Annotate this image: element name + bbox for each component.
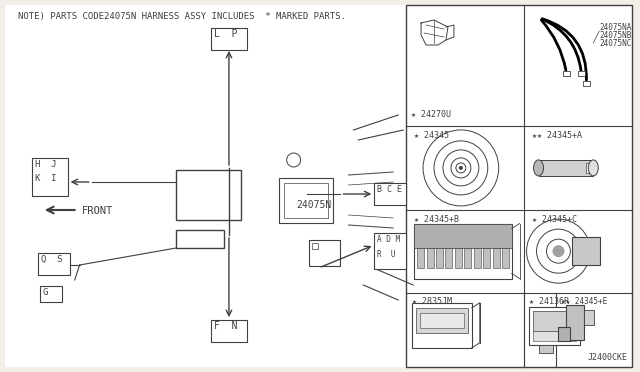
Bar [532, 311, 577, 331]
Bar [209, 199, 220, 208]
Text: ★★ 24345+E: ★★ 24345+E [561, 297, 607, 306]
Bar [209, 175, 220, 184]
Bar [406, 5, 632, 367]
Text: ★★ 24345+A: ★★ 24345+A [532, 131, 582, 140]
Bar [181, 175, 192, 184]
Bar [195, 235, 206, 244]
Bar [414, 224, 511, 248]
Bar [414, 224, 511, 279]
Bar [195, 175, 206, 184]
Bar [538, 160, 593, 176]
Text: G: G [43, 288, 48, 297]
Bar [312, 243, 317, 249]
Bar [502, 248, 509, 267]
Bar [209, 235, 220, 244]
Bar [32, 158, 68, 196]
Bar [584, 310, 594, 325]
Bar [223, 187, 234, 196]
Text: ★ 24136R: ★ 24136R [529, 297, 568, 306]
Text: Q  S: Q S [41, 255, 62, 264]
Text: ★ 24345+C: ★ 24345+C [532, 215, 577, 224]
Circle shape [552, 245, 564, 257]
Bar [572, 237, 600, 265]
Bar [483, 248, 490, 267]
Text: L  P: L P [214, 29, 237, 39]
Text: F  N: F N [214, 321, 237, 331]
Text: NOTE) PARTS CODE24075N HARNESS ASSY INCLUDES  * MARKED PARTS.: NOTE) PARTS CODE24075N HARNESS ASSY INCL… [18, 12, 346, 21]
Text: 24075NA: 24075NA [599, 23, 632, 32]
Bar [529, 307, 580, 345]
Bar [538, 345, 554, 353]
Text: R  U: R U [377, 250, 396, 259]
Bar [308, 240, 340, 266]
Text: ★ 24270U: ★ 24270U [411, 110, 451, 119]
Text: FRONT: FRONT [82, 206, 113, 216]
Bar [176, 170, 241, 220]
Bar [586, 163, 595, 173]
Bar [176, 230, 224, 248]
Bar [284, 183, 328, 218]
Bar [209, 187, 220, 196]
Text: ★ 24345+B: ★ 24345+B [414, 215, 459, 224]
Circle shape [459, 166, 463, 170]
Bar [181, 187, 192, 196]
Bar [279, 178, 333, 223]
Bar [558, 327, 570, 341]
Bar [532, 331, 577, 341]
Bar [563, 71, 570, 76]
Bar [566, 305, 584, 340]
Bar [412, 303, 472, 348]
Bar [40, 286, 61, 302]
Bar [38, 253, 70, 275]
Bar [195, 199, 206, 208]
Bar [579, 71, 586, 76]
Text: B C E: B C E [377, 185, 403, 194]
Bar [374, 233, 406, 269]
Ellipse shape [50, 45, 378, 341]
Text: 24075N: 24075N [296, 200, 332, 210]
Text: A D M: A D M [377, 235, 401, 244]
Bar [211, 28, 247, 50]
Bar [223, 199, 234, 208]
Text: ★ 24345: ★ 24345 [414, 131, 449, 140]
Ellipse shape [588, 160, 598, 176]
Bar [181, 235, 192, 244]
Bar [436, 248, 443, 267]
Bar [474, 248, 481, 267]
Bar [181, 199, 192, 208]
Bar [465, 248, 471, 267]
Bar [417, 248, 424, 267]
Text: H  J: H J [35, 160, 56, 169]
Bar [426, 248, 433, 267]
Bar [445, 248, 452, 267]
Bar [583, 81, 590, 86]
Text: ★ 2835JM: ★ 2835JM [412, 297, 452, 306]
Bar [211, 320, 247, 342]
Text: J2400CKE: J2400CKE [587, 353, 627, 362]
Ellipse shape [534, 160, 543, 176]
Bar [416, 308, 468, 333]
Text: 24075NB: 24075NB [599, 31, 632, 40]
Bar [195, 187, 206, 196]
Bar [493, 248, 500, 267]
Text: K  I: K I [35, 174, 56, 183]
Text: 24075NC: 24075NC [599, 39, 632, 48]
Bar [420, 313, 464, 328]
Bar [374, 183, 406, 205]
Bar [223, 175, 234, 184]
Bar [455, 248, 462, 267]
